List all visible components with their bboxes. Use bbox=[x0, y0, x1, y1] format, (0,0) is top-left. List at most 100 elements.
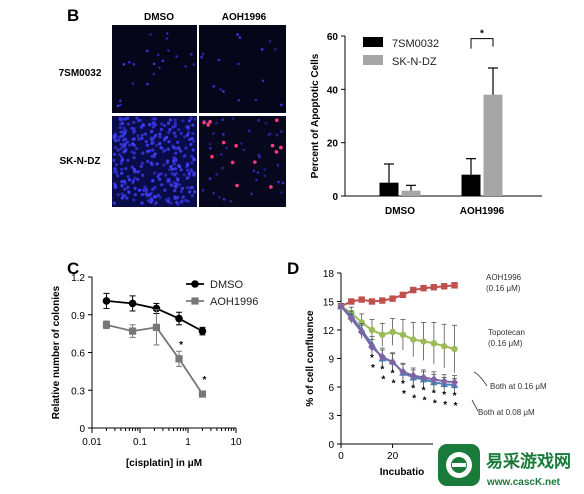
nucleus-dot bbox=[201, 188, 205, 192]
nucleus-dot bbox=[123, 181, 127, 186]
nucleus-dot bbox=[172, 131, 176, 135]
chart-b-legend-swatch bbox=[363, 37, 383, 47]
chart-c-x-tick-label: 0.1 bbox=[133, 437, 147, 448]
nucleus-dot bbox=[183, 153, 187, 158]
chart-b-y-tick-label: 40 bbox=[327, 85, 339, 96]
nucleus-dot bbox=[277, 180, 280, 184]
nucleus-dot bbox=[166, 199, 170, 204]
chart-d-point bbox=[430, 340, 438, 347]
nucleus-dot bbox=[123, 132, 127, 136]
chart-c-point bbox=[128, 327, 137, 335]
nucleus-dot bbox=[156, 193, 161, 197]
nucleus-dot bbox=[158, 66, 161, 70]
nucleus-dot bbox=[126, 185, 130, 189]
nucleus-dot bbox=[146, 82, 149, 86]
nucleus-dot bbox=[165, 32, 169, 35]
chart-d-point bbox=[410, 336, 417, 343]
chart-d-significance-star: * bbox=[433, 398, 437, 409]
nucleus-dot bbox=[143, 185, 147, 189]
chart-d-point bbox=[358, 319, 365, 326]
nucleus-dot bbox=[118, 125, 122, 130]
nucleus-dot bbox=[145, 49, 149, 53]
nucleus-dot bbox=[217, 58, 221, 62]
chart-c-y-tick-label: 0 bbox=[79, 424, 85, 435]
chart-c-legend-label: DMSO bbox=[210, 279, 243, 291]
nucleus-dot bbox=[120, 117, 125, 121]
chart-d-point bbox=[399, 367, 407, 376]
nucleus-dot bbox=[221, 166, 224, 170]
nucleus-dot bbox=[254, 98, 258, 102]
nucleus-dot bbox=[137, 137, 141, 141]
chart-d-x-tick-label: 0 bbox=[338, 451, 344, 462]
apoptotic-nucleus-dot bbox=[206, 123, 211, 127]
nucleus-dot bbox=[276, 163, 280, 167]
chart-c-point bbox=[175, 314, 183, 323]
nucleus-dot bbox=[201, 52, 205, 56]
apoptotic-nucleus-dot bbox=[230, 160, 235, 165]
chart-d-y-tick-label: 6 bbox=[328, 383, 334, 394]
nucleus-dot bbox=[116, 104, 120, 108]
nucleus-dot bbox=[174, 151, 178, 155]
nucleus-dot bbox=[141, 123, 146, 127]
nucleus-dot bbox=[130, 126, 134, 130]
nucleus-dot bbox=[117, 152, 122, 157]
chart-d-point bbox=[440, 377, 448, 386]
chart-c-series-line bbox=[106, 323, 204, 395]
nucleus-dot bbox=[263, 174, 267, 178]
nucleus-dot bbox=[151, 187, 155, 191]
nucleus-dot bbox=[112, 158, 116, 162]
nucleus-dot bbox=[257, 118, 261, 122]
chart-d-series-label: (0.16 μM) bbox=[488, 339, 523, 348]
chart-c-legend-marker bbox=[191, 297, 199, 305]
chart-b-y-tick-label: 20 bbox=[327, 139, 339, 150]
nucleus-dot bbox=[116, 138, 121, 142]
nucleus-dot bbox=[131, 179, 136, 183]
nucleus-dot bbox=[140, 161, 144, 165]
nucleus-dot bbox=[184, 146, 188, 150]
nucleus-dot bbox=[193, 117, 197, 121]
chart-c-point bbox=[152, 323, 161, 331]
game-controller-icon bbox=[438, 444, 480, 486]
nucleus-dot bbox=[179, 149, 183, 153]
nucleus-dot bbox=[164, 198, 168, 202]
chart-c-y-tick-label: 0.6 bbox=[71, 349, 85, 360]
nucleus-dot bbox=[132, 120, 136, 125]
chart-d-significance-star: * bbox=[454, 401, 458, 412]
nucleus-dot bbox=[112, 201, 116, 205]
chart-d-point bbox=[368, 326, 376, 334]
nucleus-dot bbox=[160, 183, 164, 187]
nucleus-dot bbox=[158, 177, 162, 182]
nucleus-dot bbox=[214, 121, 218, 125]
nucleus-dot bbox=[132, 129, 136, 133]
nucleus-dot bbox=[155, 143, 159, 147]
chart-d-significance-star: * bbox=[380, 365, 384, 376]
nucleus-dot bbox=[123, 117, 127, 121]
nucleus-dot bbox=[175, 196, 179, 200]
chart-b-significance-bracket bbox=[470, 38, 494, 49]
nucleus-dot bbox=[113, 152, 117, 156]
nucleus-dot bbox=[116, 193, 120, 197]
nucleus-dot bbox=[167, 197, 171, 201]
nucleus-dot bbox=[119, 147, 123, 151]
nucleus-dot bbox=[151, 178, 155, 183]
nucleus-dot bbox=[137, 188, 142, 192]
nucleus-dot bbox=[237, 62, 240, 66]
nucleus-dot bbox=[134, 147, 138, 151]
nucleus-dot bbox=[151, 117, 155, 121]
nucleus-dot bbox=[229, 199, 233, 203]
nucleus-dot bbox=[116, 174, 120, 178]
chart-d-y-label: % of cell confluence bbox=[305, 310, 316, 407]
chart-d-series-label: Both at 0.08 μM bbox=[478, 408, 535, 417]
chart-d-series-label: Both at 0.16 μM bbox=[490, 382, 547, 391]
nucleus-dot bbox=[169, 201, 173, 205]
nucleus-dot bbox=[162, 163, 166, 167]
nucleus-dot bbox=[179, 200, 183, 204]
chart-d-point bbox=[348, 298, 355, 305]
nucleus-dot bbox=[185, 186, 190, 190]
nucleus-dot bbox=[174, 146, 178, 151]
nucleus-dot bbox=[169, 183, 173, 187]
nucleus-dot bbox=[166, 159, 170, 164]
chart-d-point bbox=[451, 282, 458, 289]
nucleus-dot bbox=[177, 147, 181, 151]
chart-d-point bbox=[451, 345, 458, 353]
